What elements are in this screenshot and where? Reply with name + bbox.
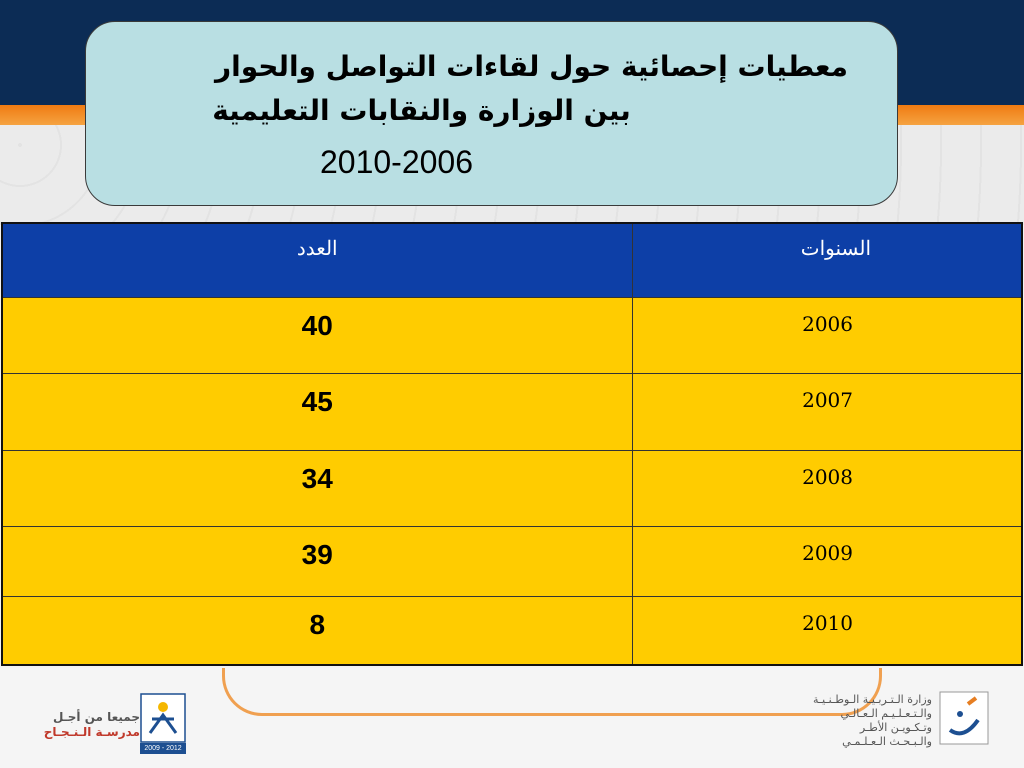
- year-cell: 2006: [631, 296, 1023, 375]
- slogan-logo: جميعا من أجـل مدرسـة الـنـجـاح: [30, 710, 140, 740]
- count-cell: 40: [1, 296, 633, 375]
- table-row: 2009 39: [1, 525, 1023, 598]
- title-box: معطيات إحصائية حول لقاءات التواصل والحوا…: [85, 21, 898, 206]
- header-count: العدد: [1, 222, 633, 298]
- table-header-row: السنوات العدد: [1, 222, 1023, 298]
- count-cell: 8: [1, 596, 633, 666]
- count-cell: 34: [1, 449, 633, 527]
- year-cell: 2009: [631, 525, 1023, 598]
- count-cell: 45: [1, 373, 633, 451]
- title-line-2: بين الوزارة والنقابات التعليمية: [212, 94, 631, 127]
- statistics-table: السنوات العدد 2006 40 2007 45 2008 34 20…: [1, 222, 1023, 666]
- ministry-name: وزارة الـتـربـيـة الـوطـنـيـة والـتـعـلـ…: [752, 693, 932, 749]
- slogan-line-1: جميعا من أجـل: [52, 710, 140, 724]
- year-cell: 2007: [631, 373, 1023, 451]
- ministry-line-3: وتـكـويـن الأطـر: [859, 721, 932, 734]
- title-years: 2010-2006: [319, 144, 474, 180]
- year-cell: 2010: [631, 596, 1023, 666]
- emblem-years: 2009 - 2012: [140, 743, 186, 754]
- table-row: 2007 45: [1, 373, 1023, 451]
- title-line-1: معطيات إحصائية حول لقاءات التواصل والحوا…: [214, 50, 848, 83]
- ministry-logo-icon: [939, 691, 989, 745]
- ministry-line-2: والـتـعـلـيـم الـعـالـي: [840, 707, 933, 720]
- table-row: 2006 40: [1, 296, 1023, 375]
- ministry-line-4: والـبـحـث الـعـلـمـي: [842, 735, 932, 748]
- table-row: 2010 8: [1, 596, 1023, 666]
- ministry-line-1: وزارة الـتـربـيـة الـوطـنـيـة: [813, 693, 932, 706]
- year-cell: 2008: [631, 449, 1023, 527]
- slogan-line-2: مدرسـة الـنـجـاح: [43, 725, 140, 739]
- star-figure-emblem-icon: [140, 693, 186, 743]
- table-row: 2008 34: [1, 449, 1023, 527]
- header-years: السنوات: [631, 222, 1023, 298]
- count-cell: 39: [1, 525, 633, 598]
